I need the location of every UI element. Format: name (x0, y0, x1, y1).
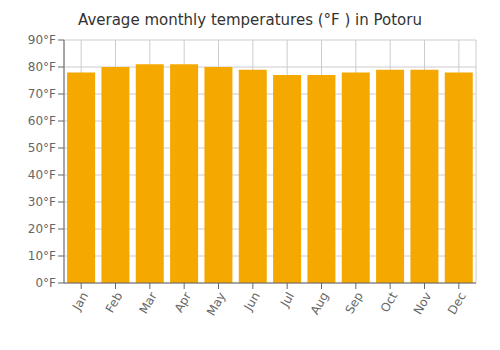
svg-text:10°F: 10°F (28, 249, 56, 263)
svg-text:0°F: 0°F (35, 276, 56, 290)
html-text:Average monthly temperatures (: Average monthly temperatures (°F ) in Po… (78, 11, 422, 29)
svg-text:Jun: Jun (241, 290, 263, 314)
svg-text:May: May (204, 290, 229, 318)
svg-text:Feb: Feb (103, 290, 126, 315)
svg-text:Mar: Mar (136, 290, 159, 317)
svg-text:Nov: Nov (411, 290, 435, 317)
svg-text:90°F: 90°F (28, 33, 56, 47)
svg-text:Jul: Jul (277, 290, 297, 310)
svg-text:30°F: 30°F (28, 195, 56, 209)
svg-text:Jan: Jan (69, 290, 91, 314)
svg-text:Sep: Sep (342, 290, 365, 317)
svg-text:Oct: Oct (378, 290, 401, 315)
svg-text:60°F: 60°F (28, 114, 56, 128)
svg-text:Aug: Aug (308, 290, 332, 317)
svg-text:20°F: 20°F (28, 222, 56, 236)
svg-text:50°F: 50°F (28, 141, 56, 155)
svg-text:Apr: Apr (172, 290, 195, 315)
svg-text:Dec: Dec (445, 290, 469, 317)
svg-text:80°F: 80°F (28, 60, 56, 74)
svg-text:70°F: 70°F (28, 87, 56, 101)
svg-text:40°F: 40°F (28, 168, 56, 182)
